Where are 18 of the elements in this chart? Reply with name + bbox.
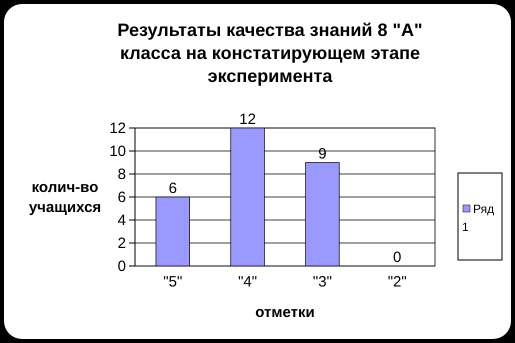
y-axis-title: колич-во учащихся: [28, 179, 102, 216]
y-tick-label: 12: [109, 120, 126, 137]
x-tick-label: "2": [388, 274, 407, 291]
data-label: 12: [239, 111, 256, 128]
y-tick-label: 6: [118, 188, 126, 206]
y-tick-label: 4: [118, 212, 126, 229]
y-tick-label: 2: [118, 234, 126, 252]
x-tick-label: "5": [163, 274, 182, 291]
data-label: 6: [168, 180, 177, 197]
chart-title: Результаты качества знаний 8 "А" класса на констатирующем этапе эксперимента: [117, 20, 423, 86]
legend-label: Ряд 1: [462, 202, 494, 234]
x-tick-label: "4": [238, 274, 258, 291]
y-tick-label: 8: [118, 166, 126, 183]
x-tick-label: "3": [312, 274, 332, 291]
y-tick-label: 10: [109, 142, 126, 160]
data-label: 0: [393, 249, 402, 266]
x-axis-title: отметки: [255, 304, 315, 321]
y-tick-label: 0: [118, 258, 126, 275]
